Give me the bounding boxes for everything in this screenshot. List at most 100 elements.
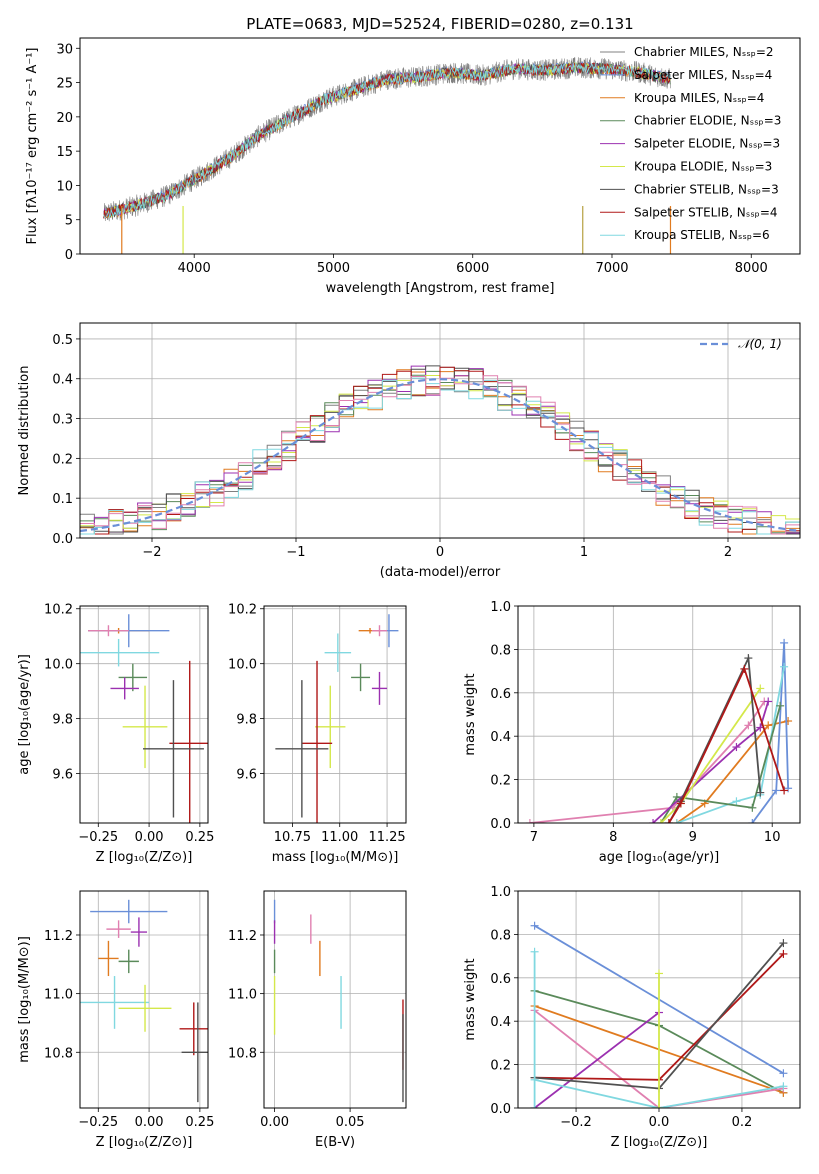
errorbar-point <box>98 940 119 977</box>
weight-marker <box>732 797 741 806</box>
plot-area <box>275 614 399 823</box>
weight-marker <box>744 721 753 730</box>
spectrum-line <box>103 62 671 218</box>
y-tick-label: 9.8 <box>236 713 257 728</box>
legend-label: Chabrier MILES, Nₛₛₚ=2 <box>634 45 774 59</box>
x-axis-label: mass [log₁₀(M/M⊙)] <box>272 850 399 865</box>
weight-marker <box>525 819 534 823</box>
x-tick-label: 0.25 <box>185 1115 214 1130</box>
weight-marker <box>649 819 658 823</box>
errorbar-point <box>142 680 204 818</box>
x-axis-label: E(B-V) <box>315 1135 355 1150</box>
weight-marker <box>764 721 773 730</box>
errorbar-point <box>275 680 329 818</box>
weight-marker <box>656 819 665 823</box>
x-tick-label: 4000 <box>178 261 211 276</box>
weight-marker <box>732 743 741 752</box>
x-tick-label: 8000 <box>735 261 768 276</box>
plot-area <box>103 57 672 254</box>
errorbar-point <box>130 917 148 947</box>
x-axis-label: wavelength [Angstrom, rest frame] <box>326 281 555 296</box>
spectrum-line <box>103 62 671 218</box>
errorbar-point <box>80 638 160 667</box>
errorbar-point <box>90 899 168 924</box>
weight-line <box>534 1078 784 1108</box>
weight-marker <box>780 638 789 647</box>
weight-marker <box>779 1069 788 1078</box>
weight-marker <box>530 1104 539 1108</box>
spectrum-panel: 4000 5000 6000 7000 8000 0 5 10 15 20 25 30 waveleng… <box>25 37 801 296</box>
weight-marker <box>780 786 789 795</box>
x-tick-label: 1 <box>580 545 588 560</box>
errorbar-point <box>169 660 208 823</box>
y-tick-label: 0.6 <box>490 972 511 987</box>
axes-frame <box>79 605 209 824</box>
y-tick-label: 1.0 <box>490 885 511 900</box>
y-tick-label: 10.0 <box>44 658 73 673</box>
y-tick-label: 0.3 <box>52 413 73 428</box>
y-tick-label: 0.2 <box>52 452 73 467</box>
weight-line <box>652 701 770 823</box>
errorbar-point <box>122 685 168 769</box>
axes-frame <box>517 605 801 824</box>
x-tick-label: −0.25 <box>78 1115 118 1130</box>
y-tick-label: 0.6 <box>490 687 511 702</box>
y-tick-label: 20 <box>56 111 73 126</box>
x-axis-label: age [log₁₀(age/yr)] <box>599 850 720 865</box>
weight-marker <box>779 939 788 948</box>
y-tick-label: 0.4 <box>490 1015 511 1030</box>
weight-line <box>676 666 785 823</box>
legend-label: Salpeter ELODIE, Nₛₛₚ=3 <box>634 137 780 151</box>
weight-marker <box>676 799 685 808</box>
mass-vs-metallicity-panel: −0.25 0.00 0.25 10.8 11.0 11.2 Z [log₁₀(Z/Z⊙)]… <box>17 890 214 1150</box>
weight-marker <box>530 921 539 930</box>
y-tick-label: 10.2 <box>44 603 73 618</box>
y-tick-label: 0 <box>65 248 73 263</box>
legend-label: 𝒩(0, 1) <box>738 337 782 351</box>
x-tick-label: 11.00 <box>321 830 358 845</box>
weight-marker <box>779 949 788 958</box>
y-tick-label: 0.0 <box>490 1102 511 1117</box>
legend-label: Kroupa STELIB, Nₛₛₚ=6 <box>634 228 770 242</box>
weight-vs-age-panel: 7 8 9 10 0.0 0.2 0.4 0.6 0.8 1.0 age [log₁₀(age/yr… <box>463 600 801 865</box>
weight-vs-metallicity-panel: −0.2 0.0 0.2 0.0 0.2 0.4 0.6 0.8 1.0 Z [log₁₀(Z/Z… <box>463 885 801 1150</box>
weight-marker <box>764 697 773 706</box>
x-tick-label: 10 <box>764 830 781 845</box>
errorbar-point <box>371 671 388 705</box>
weight-marker <box>530 947 539 956</box>
y-tick-label: 15 <box>56 145 73 160</box>
axes-frame <box>263 605 407 824</box>
residuals-panel: −2 −1 0 1 2 0.0 0.1 0.2 0.3 0.4 0.5 (data-model)/er… <box>17 322 801 580</box>
y-tick-label: 0.5 <box>52 333 73 348</box>
y-axis-label: Flux [fλ10⁻¹⁷ erg cm⁻² s⁻¹ A⁻¹] <box>25 48 40 245</box>
y-tick-label: 0.4 <box>52 373 73 388</box>
x-tick-label: 0 <box>436 545 444 560</box>
y-tick-label: 0.2 <box>490 1059 511 1074</box>
age-vs-metallicity-panel: −0.25 0.00 0.25 9.6 9.8 10.0 10.2 Z [log₁₀(Z/Z⊙… <box>17 603 214 865</box>
x-tick-label: −2 <box>142 545 161 560</box>
x-tick-label: 2 <box>724 545 732 560</box>
y-tick-label: 30 <box>56 42 73 57</box>
x-tick-label: 7 <box>530 830 538 845</box>
weight-line <box>534 1011 660 1108</box>
weight-marker <box>780 662 789 671</box>
weight-marker <box>655 969 663 978</box>
age-vs-mass-panel: 10.75 11.00 11.25 9.6 9.8 10.0 10.2 mass [log₁₀… <box>228 603 407 865</box>
plot-area <box>80 614 208 823</box>
y-axis-label: age [log₁₀(age/yr)] <box>17 654 32 775</box>
x-tick-label: 6000 <box>456 261 489 276</box>
y-axis-label: mass weight <box>463 958 478 1040</box>
y-tick-label: 10.0 <box>228 658 257 673</box>
weight-line <box>676 720 789 823</box>
weight-marker <box>655 1104 663 1108</box>
x-axis-label: (data-model)/error <box>380 565 501 580</box>
y-tick-label: 0.4 <box>490 730 511 745</box>
errorbar-point <box>179 1002 208 1056</box>
histogram-step <box>80 375 800 535</box>
errorbar-point <box>301 660 333 823</box>
plot-area <box>80 899 208 1103</box>
x-tick-label: 0.25 <box>185 830 214 845</box>
x-tick-label: −1 <box>286 545 305 560</box>
y-tick-label: 11.0 <box>44 988 73 1003</box>
mass-vs-ebv-panel: 0.00 0.05 10.8 11.0 11.2 E(B-V) <box>228 890 407 1150</box>
